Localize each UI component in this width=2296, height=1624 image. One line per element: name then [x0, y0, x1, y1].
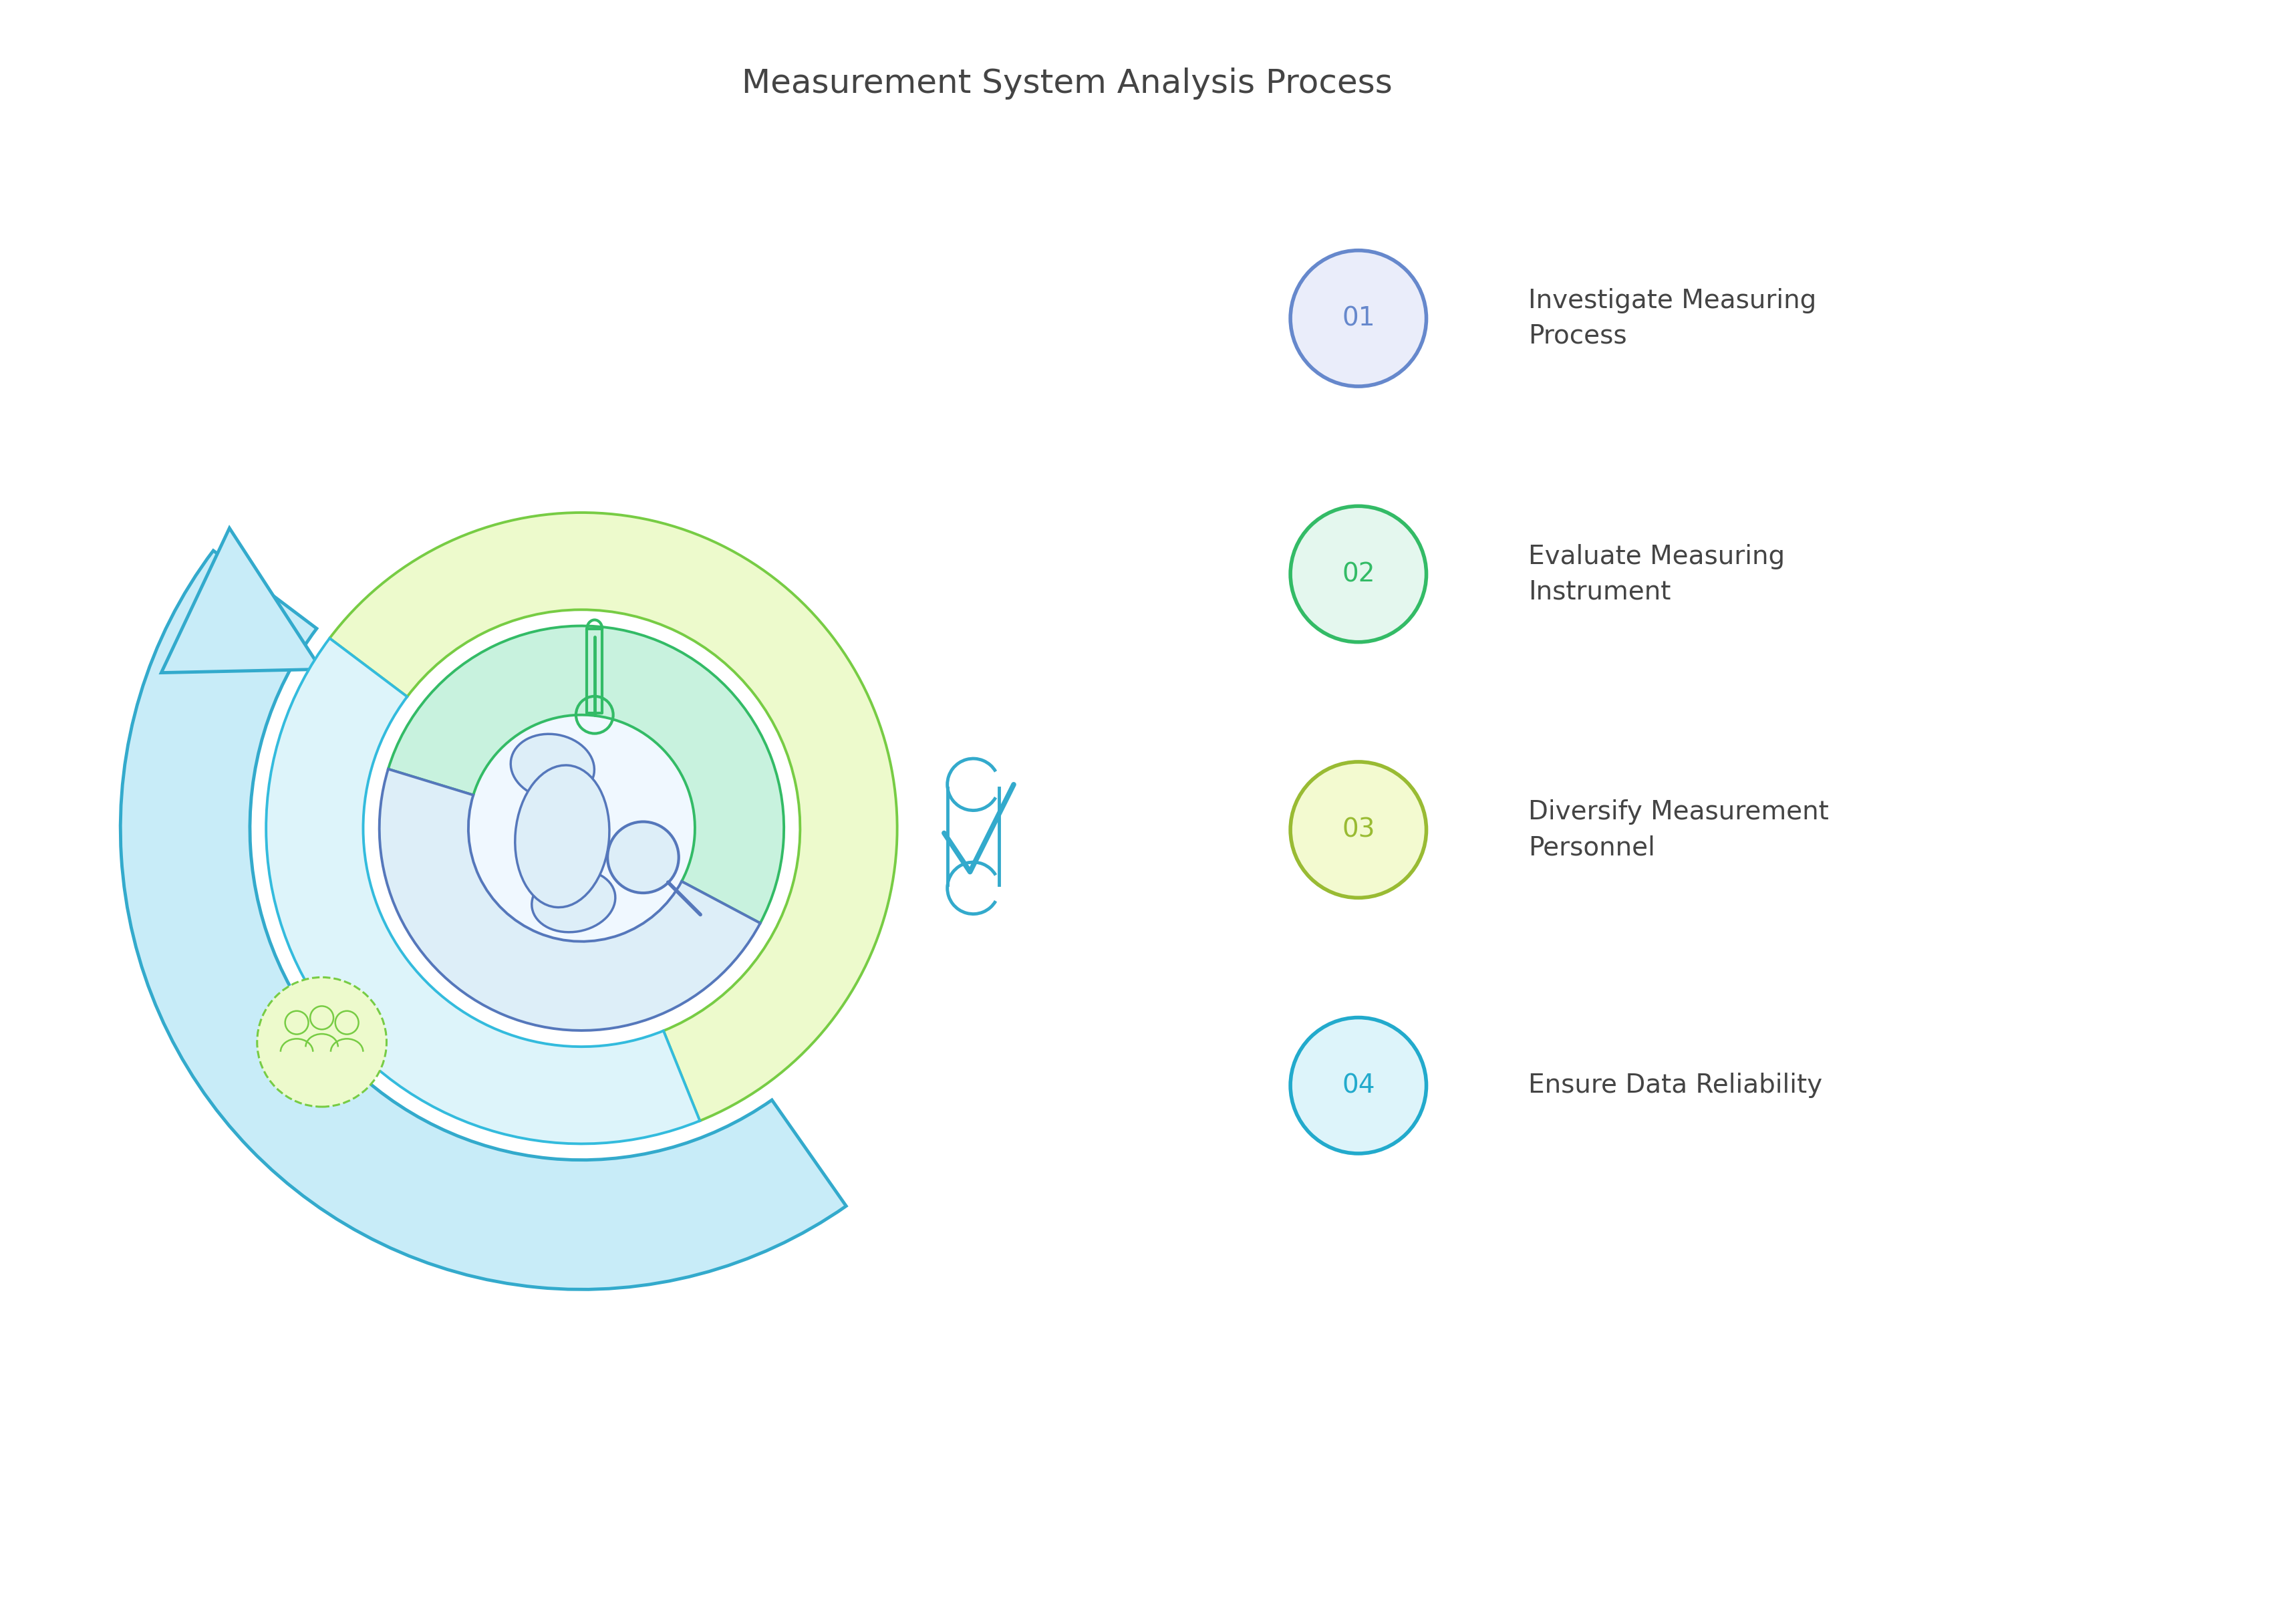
Circle shape — [608, 822, 680, 893]
Text: 02: 02 — [1341, 562, 1375, 586]
Text: Evaluate Measuring
Instrument: Evaluate Measuring Instrument — [1529, 544, 1784, 604]
Wedge shape — [388, 625, 783, 922]
Circle shape — [1290, 507, 1426, 641]
Text: Diversify Measurement
Personnel: Diversify Measurement Personnel — [1529, 799, 1830, 861]
Text: 03: 03 — [1341, 817, 1375, 843]
Circle shape — [468, 715, 696, 942]
Circle shape — [1290, 762, 1426, 898]
Text: 01: 01 — [1341, 305, 1375, 331]
Circle shape — [257, 978, 386, 1108]
Ellipse shape — [510, 734, 595, 799]
Ellipse shape — [514, 765, 608, 908]
Text: Investigate Measuring
Process: Investigate Measuring Process — [1529, 287, 1816, 349]
Bar — [588, 628, 602, 713]
Circle shape — [1290, 250, 1426, 387]
Text: Measurement System Analysis Process: Measurement System Analysis Process — [742, 68, 1391, 99]
Wedge shape — [379, 770, 760, 1031]
Polygon shape — [161, 528, 321, 672]
Text: 04: 04 — [1341, 1073, 1375, 1098]
Wedge shape — [331, 513, 898, 1121]
Wedge shape — [266, 638, 700, 1143]
Text: Ensure Data Reliability: Ensure Data Reliability — [1529, 1073, 1823, 1098]
Ellipse shape — [533, 870, 615, 932]
Circle shape — [1290, 1018, 1426, 1153]
Wedge shape — [119, 551, 847, 1289]
